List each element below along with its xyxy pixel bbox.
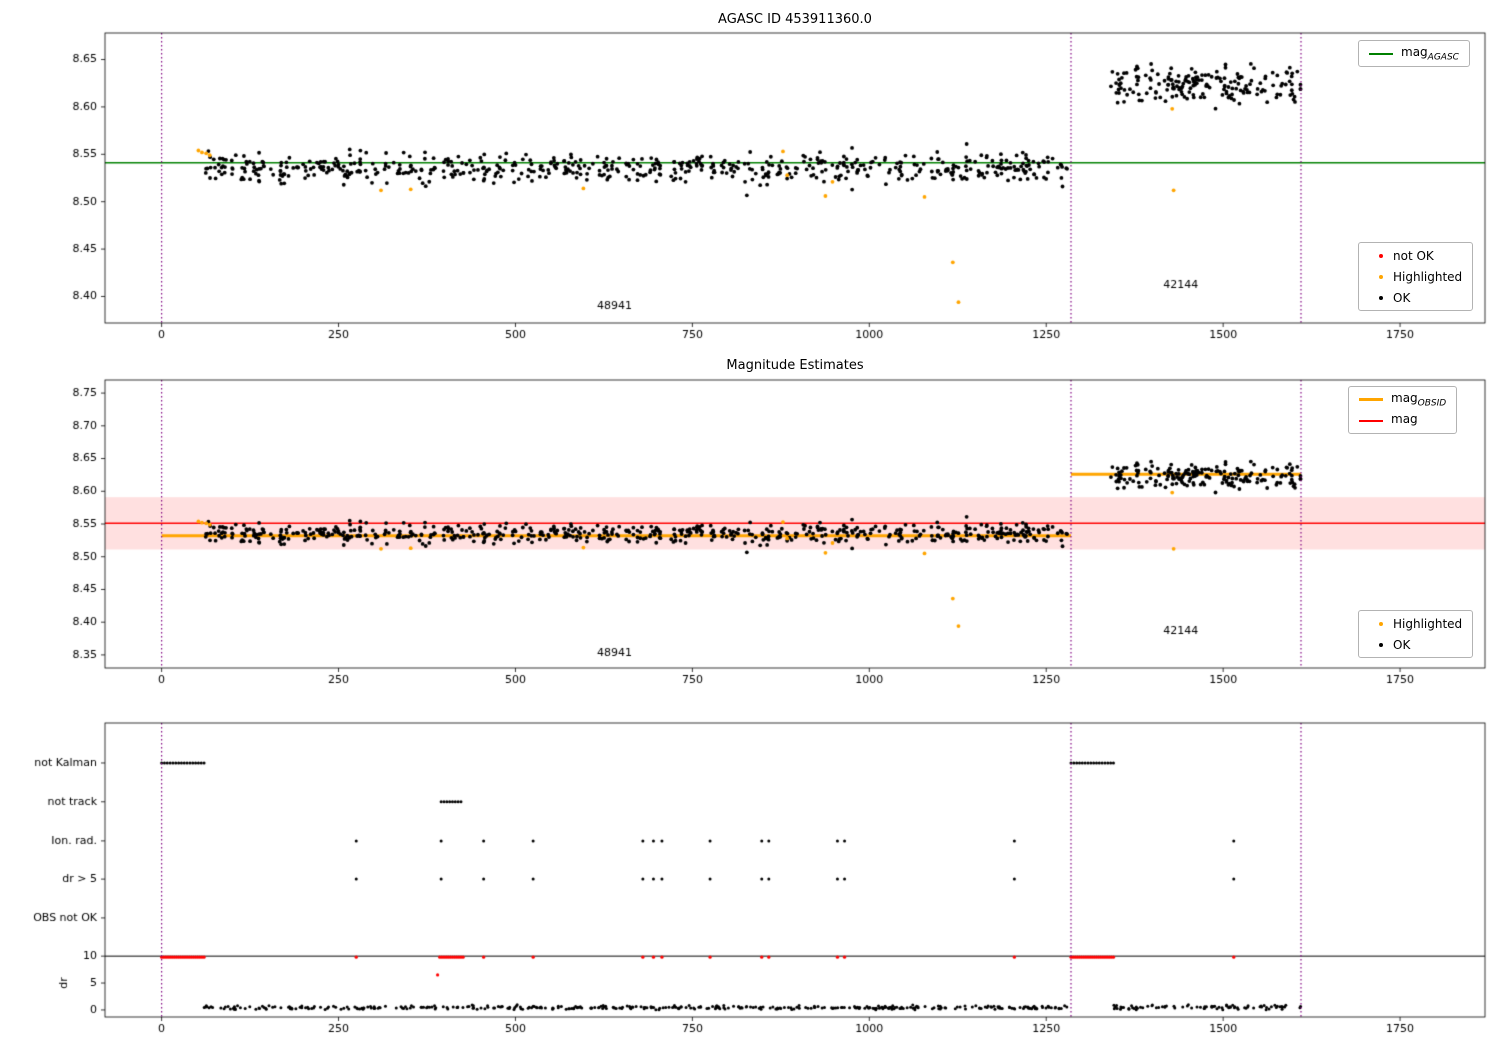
mag-agasc-line-swatch: [1369, 52, 1393, 55]
top-chart-line-legend: magAGASC: [1358, 40, 1470, 67]
legend-entry-mag: mag: [1359, 411, 1446, 428]
legend-label: OK: [1393, 290, 1411, 305]
legend-entry-ok: OK: [1369, 290, 1462, 305]
ok-marker-swatch: [1379, 295, 1383, 300]
ok-marker-swatch: [1379, 642, 1383, 647]
legend-label: magOBSID: [1391, 390, 1447, 409]
legend-entry-ok: OK: [1369, 637, 1462, 652]
legend-label: OK: [1393, 637, 1411, 652]
legend-entry-mag-agasc: magAGASC: [1369, 44, 1459, 63]
legend-label: Highlighted: [1393, 269, 1463, 284]
legend-label: Highlighted: [1393, 616, 1463, 631]
middle-chart-marker-legend: Highlighted OK: [1358, 610, 1474, 658]
legend-entry-not-ok: not OK: [1369, 248, 1462, 263]
legend-label: not OK: [1393, 248, 1434, 263]
legend-entry-mag-obsid: magOBSID: [1359, 390, 1447, 409]
middle-chart-title: Magnitude Estimates: [726, 358, 864, 373]
legend-label: magAGASC: [1401, 44, 1459, 63]
not-ok-marker-swatch: [1379, 253, 1383, 258]
highlighted-marker-swatch: [1379, 621, 1383, 626]
mag-line-swatch: [1359, 419, 1383, 422]
legend-entry-highlighted: Highlighted: [1369, 616, 1462, 631]
top-chart-marker-legend: not OK Highlighted OK: [1358, 242, 1474, 311]
mag-obsid-line-swatch: [1359, 398, 1383, 401]
highlighted-marker-swatch: [1379, 274, 1383, 279]
middle-chart-line-legend: magOBSID mag: [1348, 386, 1458, 434]
top-chart-title: AGASC ID 453911360.0: [718, 12, 872, 27]
legend-label: mag: [1391, 411, 1418, 426]
legend-entry-highlighted: Highlighted: [1369, 269, 1462, 284]
